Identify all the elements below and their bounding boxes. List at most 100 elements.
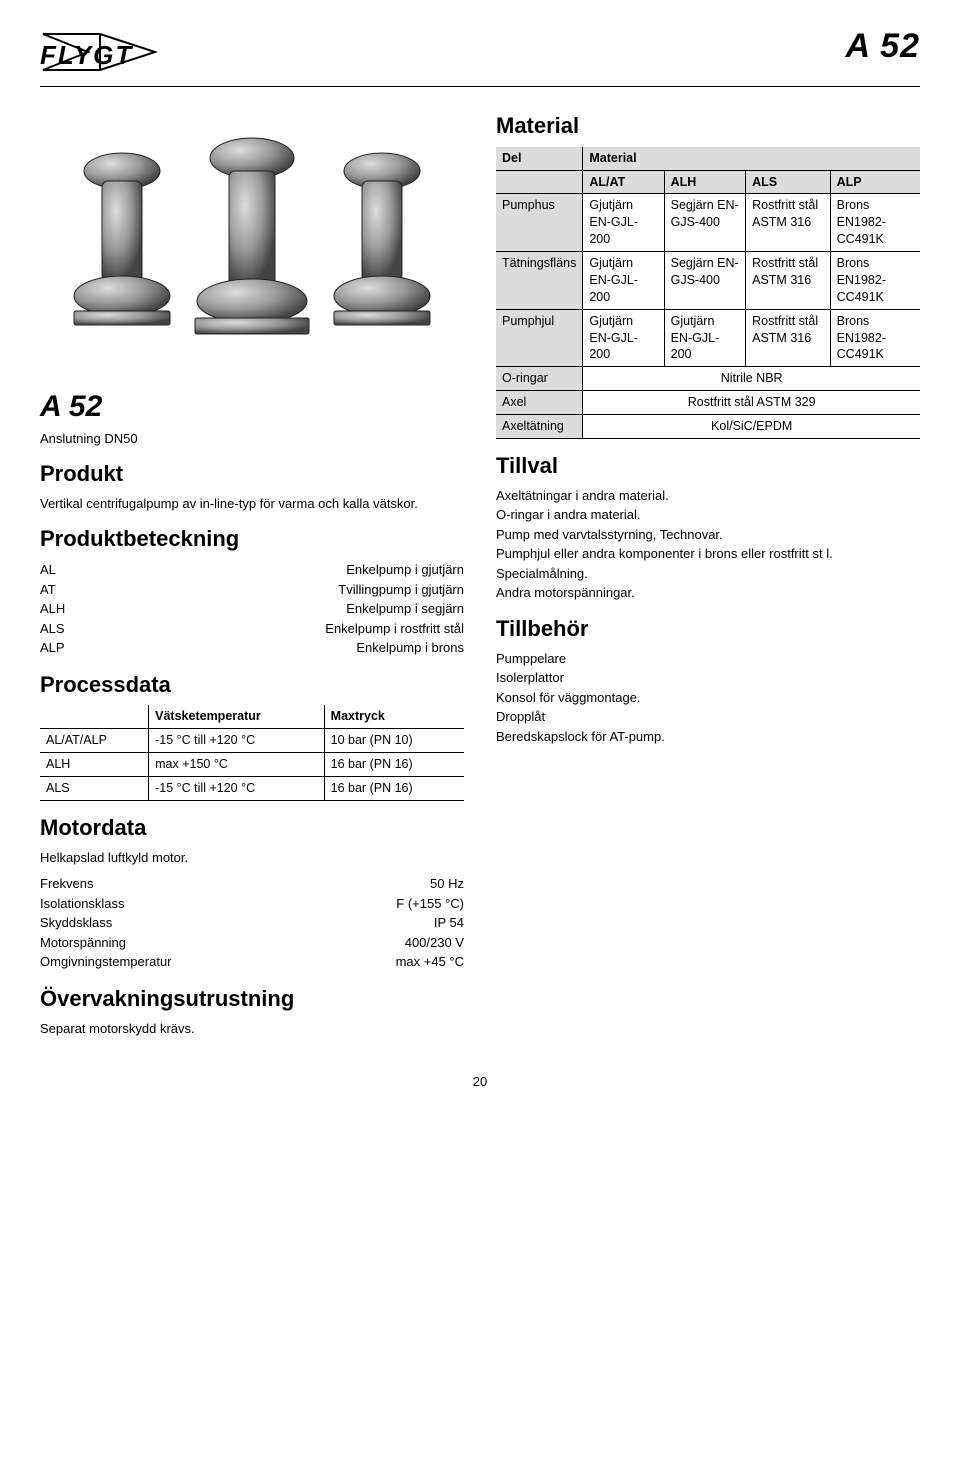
motordata-value: 50 Hz: [430, 875, 464, 893]
table-cell: 16 bar (PN 16): [324, 753, 464, 777]
list-item: Pumppelare: [496, 650, 920, 668]
process-col-header: [40, 705, 149, 728]
motordata-value: 400/230 V: [405, 934, 464, 952]
table-cell: Rostfritt stål ASTM 329: [583, 391, 920, 415]
accessories-list: PumppelareIsolerplattor Konsol för väggmo…: [496, 650, 920, 746]
content-columns: A 52 Anslutning DN50 Produkt Vertikal ce…: [40, 111, 920, 1045]
designation-row: ALS Enkelpump i rostfritt stål: [40, 619, 464, 639]
table-cell: 16 bar (PN 16): [324, 777, 464, 801]
designation-key: ALP: [40, 639, 65, 657]
table-cell: Segjärn EN-GJS-400: [664, 252, 746, 310]
table-row: PumphusGjutjärn EN-GJL-200Segjärn EN-GJS…: [496, 194, 920, 252]
motordata-list: Frekvens 50 HzIsolationsklassF (+155 °C)S…: [40, 874, 464, 972]
table-row: PumphjulGjutjärn EN-GJL-200Gjutjärn EN-G…: [496, 309, 920, 367]
table-cell: O-ringar: [496, 367, 583, 391]
table-cell: Brons EN1982-CC491K: [830, 194, 920, 252]
connection-text: Anslutning DN50: [40, 430, 464, 448]
list-item: Andra motorspänningar.: [496, 584, 920, 602]
designation-value: Enkelpump i gjutjärn: [346, 561, 464, 579]
list-item: Isolerplattor: [496, 669, 920, 687]
table-cell: -15 °C till +120 °C: [149, 729, 325, 753]
material-col-header: Del: [496, 147, 583, 170]
logo-text: FLYGT: [40, 40, 133, 70]
motordata-key: Frekvens: [40, 875, 93, 893]
product-heading: Produkt: [40, 459, 464, 489]
designation-key: ALS: [40, 620, 65, 638]
designation-row: ALP Enkelpump i brons: [40, 638, 464, 658]
table-cell: Brons EN1982-CC491K: [830, 252, 920, 310]
material-col-header: AL/AT: [583, 170, 664, 194]
table-cell: Kol/SiC/EPDM: [583, 415, 920, 439]
table-cell: Gjutjärn EN-GJL-200: [583, 252, 664, 310]
motordata-row: IsolationsklassF (+155 °C): [40, 894, 464, 914]
monitoring-heading: Övervakningsutrustning: [40, 984, 464, 1014]
process-table: VätsketemperaturMaxtryckAL/AT/ALP-15 °C …: [40, 705, 464, 801]
monitoring-text: Separat motorskydd krävs.: [40, 1020, 464, 1038]
material-heading: Material: [496, 111, 920, 141]
table-cell: Brons EN1982-CC491K: [830, 309, 920, 367]
table-row: TätningsflänsGjutjärn EN-GJL-200Segjärn …: [496, 252, 920, 310]
table-row: AxeltätningKol/SiC/EPDM: [496, 415, 920, 439]
table-cell: max +150 °C: [149, 753, 325, 777]
flygt-logo: FLYGT: [40, 24, 230, 80]
list-item: Dropplåt: [496, 708, 920, 726]
table-cell: Gjutjärn EN-GJL-200: [583, 194, 664, 252]
motordata-key: Skyddsklass: [40, 914, 112, 932]
table-row: AL/AT/ALP-15 °C till +120 °C10 bar (PN 1…: [40, 729, 464, 753]
designation-key: AL: [40, 561, 56, 579]
table-cell: Rostfritt stål ASTM 316: [746, 194, 831, 252]
motordata-key: Motorspänning: [40, 934, 126, 952]
accessories-heading: Tillbehör: [496, 614, 920, 644]
list-item: Axeltätningar i andra material.: [496, 487, 920, 505]
list-item: Konsol för väggmontage.: [496, 689, 920, 707]
table-cell: Axel: [496, 391, 583, 415]
designation-key: AT: [40, 581, 56, 599]
motordata-value: F (+155 °C): [396, 895, 464, 913]
table-cell: Pumphus: [496, 194, 583, 252]
table-cell: Pumphjul: [496, 309, 583, 367]
pump-illustration: [40, 111, 464, 371]
table-cell: ALS: [40, 777, 149, 801]
table-cell: ALH: [40, 753, 149, 777]
designation-row: AL Enkelpump i gjutjärn: [40, 560, 464, 580]
options-list: Axeltätningar i andra material.O-ringar …: [496, 487, 920, 602]
designation-value: Enkelpump i rostfritt stål: [325, 620, 464, 638]
designation-key: ALH: [40, 600, 65, 618]
designation-value: Enkelpump i segjärn: [346, 600, 464, 618]
material-col-header: [496, 170, 583, 194]
right-column: Material DelMaterialAL/ATALHALSALPPumphu…: [496, 111, 920, 1045]
designation-list: AL Enkelpump i gjutjärn AT Tvillingpump i g…: [40, 560, 464, 658]
processdata-heading: Processdata: [40, 670, 464, 700]
table-cell: Gjutjärn EN-GJL-200: [664, 309, 746, 367]
material-col-header: Material: [583, 147, 920, 170]
material-col-header: ALH: [664, 170, 746, 194]
table-row: ALHmax +150 °C16 bar (PN 16): [40, 753, 464, 777]
process-col-header: Vätsketemperatur: [149, 705, 325, 728]
designation-row: ALH Enkelpump i segjärn: [40, 599, 464, 619]
table-cell: Rostfritt stål ASTM 316: [746, 309, 831, 367]
motordata-row: Omgivningstemperaturmax +45 °C: [40, 952, 464, 972]
logo-mark: FLYGT: [40, 24, 230, 80]
left-column: A 52 Anslutning DN50 Produkt Vertikal ce…: [40, 111, 464, 1045]
material-col-header: ALP: [830, 170, 920, 194]
table-cell: Tätningsfläns: [496, 252, 583, 310]
designation-value: Enkelpump i brons: [356, 639, 464, 657]
product-image: [40, 111, 464, 371]
table-row: AxelRostfritt stål ASTM 329: [496, 391, 920, 415]
model-heading: A 52: [40, 387, 464, 428]
motordata-row: Motorspänning 400/230 V: [40, 933, 464, 953]
designation-heading: Produktbeteckning: [40, 524, 464, 554]
material-table: DelMaterialAL/ATALHALSALPPumphusGjutjärn…: [496, 147, 920, 439]
designation-row: AT Tvillingpump i gjutjärn: [40, 580, 464, 600]
designation-value: Tvillingpump i gjutjärn: [338, 581, 464, 599]
list-item: Specialmålning.: [496, 565, 920, 583]
process-col-header: Maxtryck: [324, 705, 464, 728]
motordata-value: IP 54: [434, 914, 464, 932]
motordata-intro: Helkapslad luftkyld motor.: [40, 849, 464, 867]
motordata-row: Skyddsklass IP 54: [40, 913, 464, 933]
motordata-row: Frekvens 50 Hz: [40, 874, 464, 894]
list-item: Beredskapslock för AT-pump.: [496, 728, 920, 746]
motordata-value: max +45 °C: [396, 953, 464, 971]
table-cell: Gjutjärn EN-GJL-200: [583, 309, 664, 367]
page-title: A 52: [845, 24, 920, 70]
